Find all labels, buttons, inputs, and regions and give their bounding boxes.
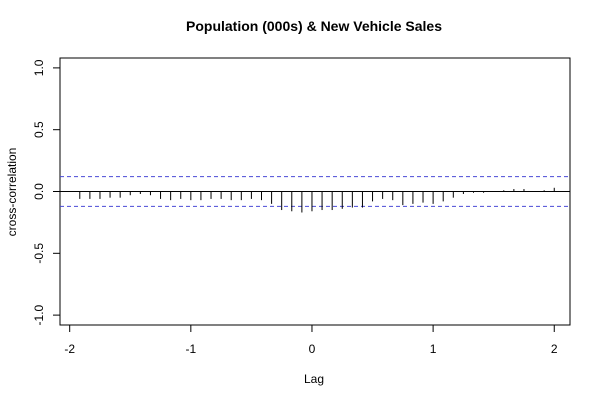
chart-title: Population (000s) & New Vehicle Sales [186, 18, 442, 34]
x-tick-label: -2 [64, 342, 75, 356]
x-tick-label: 1 [430, 342, 437, 356]
ccf-bars [79, 187, 555, 213]
x-tick-label: 0 [309, 342, 316, 356]
y-tick-label: 0.5 [32, 121, 46, 138]
y-tick-label: 1.0 [32, 59, 46, 76]
x-tick-label: 2 [551, 342, 558, 356]
y-axis-label: cross-correlation [5, 148, 19, 237]
y-tick-label: -1.0 [32, 304, 46, 325]
confidence-bounds [60, 176, 570, 207]
x-axis-label: Lag [304, 372, 324, 386]
x-axis: -2 -1 0 1 2 [64, 324, 558, 356]
y-axis: -1.0 -0.5 0.0 0.5 1.0 [32, 59, 61, 325]
x-tick-label: -1 [185, 342, 196, 356]
y-tick-label: -0.5 [32, 243, 46, 264]
y-tick-label: 0.0 [32, 183, 46, 200]
